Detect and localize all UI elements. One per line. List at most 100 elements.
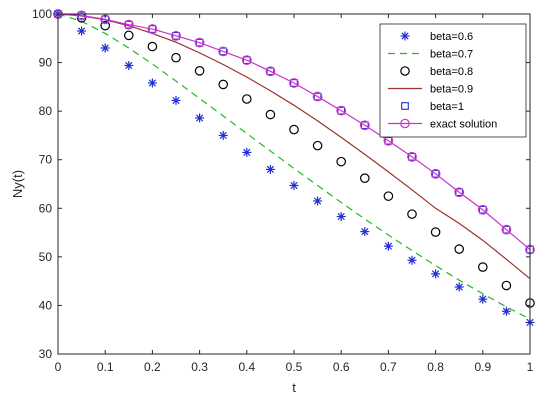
x-axis-label: t (292, 380, 296, 395)
star-stroke (77, 27, 86, 35)
y-tick-label: 40 (39, 298, 53, 312)
x-tick-label: 0.1 (97, 360, 114, 374)
data-point (501, 280, 512, 291)
x-tick-label: 0.2 (144, 360, 161, 374)
data-point (478, 205, 487, 214)
data-point (265, 164, 275, 174)
star-stroke (101, 44, 109, 52)
data-point (337, 106, 346, 115)
data-point (265, 109, 276, 120)
data-point (147, 24, 158, 34)
legend: beta=0.6 beta=0.7 beta=0.8 beta=0.9 beta=1 ex… (379, 23, 527, 138)
data-point (384, 136, 393, 145)
data-point (431, 269, 441, 279)
legend-entry: beta=0.8 (400, 66, 473, 78)
series-beta-0-7 (57, 13, 531, 320)
y-tick-label: 80 (39, 104, 53, 118)
data-point (336, 156, 346, 167)
data-point (336, 105, 347, 116)
y-tick-label: 30 (39, 347, 53, 361)
data-point (336, 212, 346, 222)
y-tick-label: 50 (39, 250, 53, 264)
legend-label: beta=0.7 (430, 49, 473, 61)
data-point (172, 32, 180, 40)
series-exact-solution (53, 9, 535, 255)
x-tick-label: 0.9 (474, 360, 491, 374)
data-point (265, 66, 276, 77)
star-stroke (266, 165, 275, 174)
legend-marker (400, 66, 410, 76)
legend-box (379, 23, 527, 138)
x-tick-label: 0.6 (333, 360, 350, 374)
legend-entry: beta=0.9 (388, 84, 473, 96)
star-stroke (243, 148, 251, 157)
star-stroke (431, 270, 440, 278)
legend-entry: exact solution (388, 119, 497, 131)
star-stroke (219, 131, 227, 140)
data-point (360, 121, 369, 130)
y-tick-label: 60 (39, 201, 53, 215)
star-stroke (455, 283, 463, 291)
data-point (290, 79, 298, 87)
data-point (219, 47, 228, 56)
data-point (501, 306, 511, 316)
legend-marker (400, 31, 410, 41)
data-point (454, 187, 465, 198)
data-point (266, 67, 275, 76)
data-point (289, 124, 299, 135)
legend-label: beta=1 (430, 101, 464, 113)
data-point (454, 244, 464, 254)
legend-label: beta=0.6 (430, 31, 473, 43)
star-stroke (502, 307, 511, 315)
data-point (455, 188, 464, 197)
data-point (123, 19, 134, 30)
data-point (100, 20, 110, 31)
star-stroke (337, 212, 345, 221)
data-point (407, 151, 417, 162)
data-point (241, 55, 252, 66)
star-stroke (172, 96, 180, 105)
data-point (312, 91, 323, 102)
star-stroke (290, 181, 298, 190)
data-point (359, 173, 370, 183)
data-point (171, 52, 181, 63)
data-point (171, 30, 181, 41)
data-point (218, 130, 228, 140)
data-point (407, 209, 417, 219)
legend-label: exact solution (430, 119, 497, 131)
series-beta-0-9 (57, 13, 531, 280)
y-tick-label: 100 (32, 7, 52, 21)
data-point (124, 30, 134, 41)
series-beta-0-6 (53, 9, 535, 327)
x-tick-label: 0.7 (380, 360, 397, 374)
data-point (195, 113, 205, 123)
data-point (477, 262, 488, 272)
star-stroke (148, 79, 157, 87)
data-point (407, 255, 417, 265)
star-stroke (361, 227, 369, 236)
data-point (430, 168, 441, 179)
x-tick-label: 0.5 (286, 360, 303, 374)
star-stroke (125, 61, 133, 70)
data-point (502, 225, 511, 234)
legend-entry: beta=1 (401, 101, 464, 113)
data-point (454, 282, 464, 292)
data-point (100, 43, 110, 53)
star-stroke (479, 295, 487, 303)
data-point (147, 78, 157, 88)
data-point (359, 120, 370, 131)
data-point (360, 227, 370, 237)
data-point (76, 10, 87, 21)
star-stroke (401, 32, 409, 40)
data-point (195, 38, 204, 47)
data-point (242, 147, 252, 157)
legend-label: beta=0.8 (430, 66, 473, 78)
series-line (57, 13, 531, 280)
data-point (171, 95, 181, 105)
data-point (194, 66, 205, 76)
data-point (289, 180, 299, 190)
tick-layer: 0 0.1 0.2 0.3 0.4 0.5 0.6 0.7 0.8 0.9 1 30 40 50 60 70 8… (32, 7, 534, 374)
star-stroke (384, 242, 393, 250)
data-point (431, 169, 440, 178)
data-point (218, 79, 228, 90)
